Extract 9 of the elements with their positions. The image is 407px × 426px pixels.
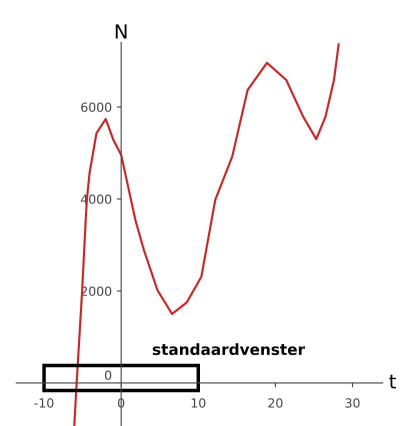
- x-tick-label: -10: [34, 398, 54, 408]
- x-tick-label: 20: [268, 398, 283, 408]
- annotation: standaardvenster: [152, 343, 306, 356]
- y-axis-title: N: [116, 24, 127, 39]
- x-tick-label: 10: [192, 398, 206, 408]
- x-tick-label: 30: [346, 398, 360, 408]
- y-tick-label: 6000: [81, 102, 112, 112]
- x-axis-title: t: [389, 374, 396, 388]
- y-tick-label: 0: [105, 370, 112, 380]
